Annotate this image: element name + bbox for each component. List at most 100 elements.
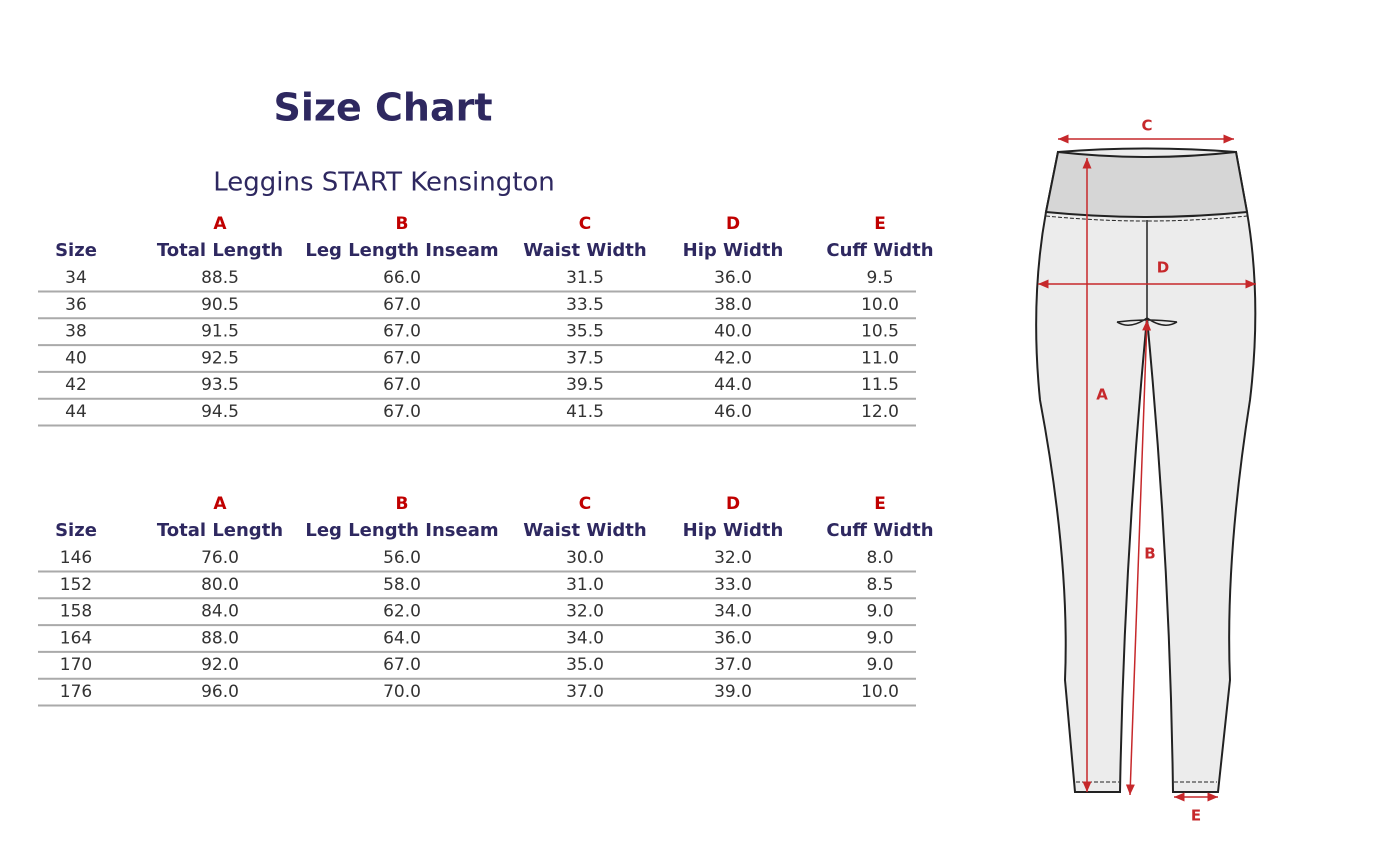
cell: 46.0	[714, 402, 752, 422]
cell: 84.0	[201, 602, 239, 622]
cell: 33.5	[566, 295, 604, 315]
cell: 39.0	[714, 682, 752, 702]
label-e: E	[1191, 807, 1201, 825]
cell: 42.0	[714, 348, 752, 368]
column-header: Cuff Width	[826, 520, 933, 541]
cell: 146	[60, 548, 92, 568]
cell: 37.0	[714, 655, 752, 675]
measure-arrows	[1038, 134, 1256, 802]
column-header: Leg Length Inseam	[305, 240, 498, 261]
column-header: Hip Width	[683, 520, 784, 541]
label-d: D	[1157, 259, 1169, 277]
cell: 67.0	[383, 348, 421, 368]
column-letter: E	[874, 494, 886, 514]
cell: 9.0	[866, 655, 893, 675]
column-header: Size	[55, 520, 97, 541]
cell: 176	[60, 682, 92, 702]
cell: 32.0	[714, 548, 752, 568]
cell: 56.0	[383, 548, 421, 568]
column-header: Total Length	[157, 240, 283, 261]
cell: 67.0	[383, 322, 421, 342]
cell: 91.5	[201, 322, 239, 342]
cell: 158	[60, 602, 92, 622]
cell: 36.0	[714, 628, 752, 648]
cell: 67.0	[383, 295, 421, 315]
column-letter: D	[726, 494, 740, 514]
cell: 34	[65, 268, 87, 288]
title: Size Chart	[273, 86, 492, 130]
column-letter: C	[579, 494, 591, 514]
label-c: C	[1141, 117, 1152, 135]
cell: 37.0	[566, 682, 604, 702]
cell: 44	[65, 402, 87, 422]
column-header: Size	[55, 240, 97, 261]
cell: 164	[60, 628, 92, 648]
label-a: A	[1096, 386, 1108, 404]
cell: 58.0	[383, 575, 421, 595]
cell: 62.0	[383, 602, 421, 622]
tables: A B C D E Size Total Length Leg Length Inseam Wa…	[38, 214, 934, 707]
cell: 35.5	[566, 322, 604, 342]
cell: 42	[65, 375, 87, 395]
cell: 90.5	[201, 295, 239, 315]
cell: 8.0	[866, 548, 893, 568]
cell: 92.0	[201, 655, 239, 675]
cell: 39.5	[566, 375, 604, 395]
cell: 93.5	[201, 375, 239, 395]
cell: 33.0	[714, 575, 752, 595]
cell: 34.0	[566, 628, 604, 648]
cell: 76.0	[201, 548, 239, 568]
cell: 38	[65, 322, 87, 342]
cell: 170	[60, 655, 92, 675]
cell: 67.0	[383, 402, 421, 422]
cell: 11.5	[861, 375, 899, 395]
column-letter: A	[213, 214, 227, 234]
column-header: Waist Width	[523, 240, 646, 261]
cell: 31.0	[566, 575, 604, 595]
label-b: B	[1144, 545, 1155, 563]
cell: 94.5	[201, 402, 239, 422]
cell: 12.0	[861, 402, 899, 422]
cell: 32.0	[566, 602, 604, 622]
cell: 30.0	[566, 548, 604, 568]
subtitle: Leggins START Kensington	[213, 168, 555, 198]
cell: 88.0	[201, 628, 239, 648]
cell: 10.0	[861, 295, 899, 315]
column-header: Cuff Width	[826, 240, 933, 261]
cell: 9.0	[866, 602, 893, 622]
cell: 40.0	[714, 322, 752, 342]
column-letter: B	[396, 214, 409, 234]
column-header: Leg Length Inseam	[305, 520, 498, 541]
cell: 31.5	[566, 268, 604, 288]
column-letter: C	[579, 214, 591, 234]
cell: 66.0	[383, 268, 421, 288]
cell: 41.5	[566, 402, 604, 422]
cell: 96.0	[201, 682, 239, 702]
cell: 8.5	[866, 575, 893, 595]
cell: 92.5	[201, 348, 239, 368]
cell: 70.0	[383, 682, 421, 702]
cell: 152	[60, 575, 92, 595]
cell: 9.5	[866, 268, 893, 288]
column-header: Hip Width	[683, 240, 784, 261]
cell: 35.0	[566, 655, 604, 675]
cell: 67.0	[383, 375, 421, 395]
cell: 10.0	[861, 682, 899, 702]
cell: 67.0	[383, 655, 421, 675]
cell: 9.0	[866, 628, 893, 648]
cell: 44.0	[714, 375, 752, 395]
cell: 80.0	[201, 575, 239, 595]
cell: 11.0	[861, 348, 899, 368]
cell: 37.5	[566, 348, 604, 368]
cell: 40	[65, 348, 87, 368]
cell: 64.0	[383, 628, 421, 648]
column-letter: A	[213, 494, 227, 514]
column-letter: D	[726, 214, 740, 234]
cell: 10.5	[861, 322, 899, 342]
cell: 34.0	[714, 602, 752, 622]
column-letter: B	[396, 494, 409, 514]
cell: 88.5	[201, 268, 239, 288]
cell: 38.0	[714, 295, 752, 315]
